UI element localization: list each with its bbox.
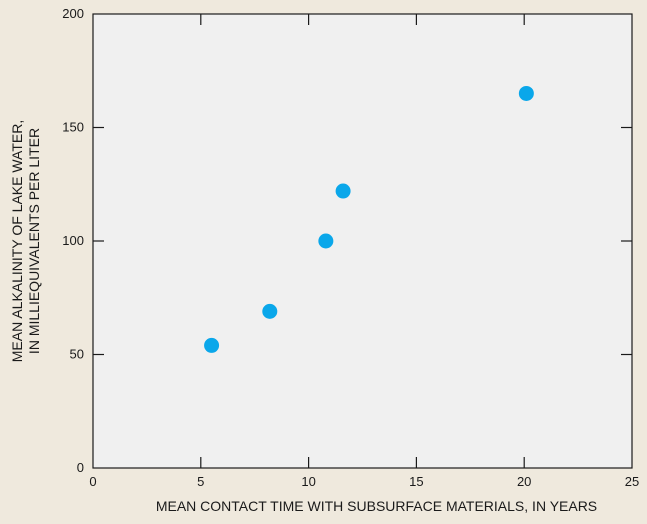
y-tick-label: 200	[62, 6, 84, 21]
tick-labels: 0 5 10 15 20 25 0 50 100 150 200	[62, 6, 639, 489]
data-point	[318, 233, 334, 249]
y-tick-label: 0	[77, 460, 84, 475]
y-tick-label: 150	[62, 120, 84, 135]
plot-area	[92, 13, 633, 469]
y-axis-title-line-2: IN MILLIEQUIVALENTS PER LITER	[26, 128, 42, 354]
x-axis-title: MEAN CONTACT TIME WITH SUBSURFACE MATERI…	[156, 498, 597, 514]
x-tick-label: 5	[197, 474, 204, 489]
data-point	[335, 183, 351, 199]
data-point	[204, 337, 220, 353]
x-tick-label: 25	[625, 474, 639, 489]
x-tick-label: 0	[89, 474, 96, 489]
data-points	[204, 85, 534, 353]
data-point	[262, 303, 278, 319]
y-tick-label: 50	[70, 347, 84, 362]
y-axis-title-line-1: MEAN ALKALINITY OF LAKE WATER,	[9, 120, 25, 362]
x-tick-label: 20	[517, 474, 531, 489]
tick-marks	[93, 14, 632, 468]
y-tick-label: 100	[62, 233, 84, 248]
x-tick-label: 10	[301, 474, 315, 489]
data-point	[518, 85, 534, 101]
x-tick-label: 15	[409, 474, 423, 489]
